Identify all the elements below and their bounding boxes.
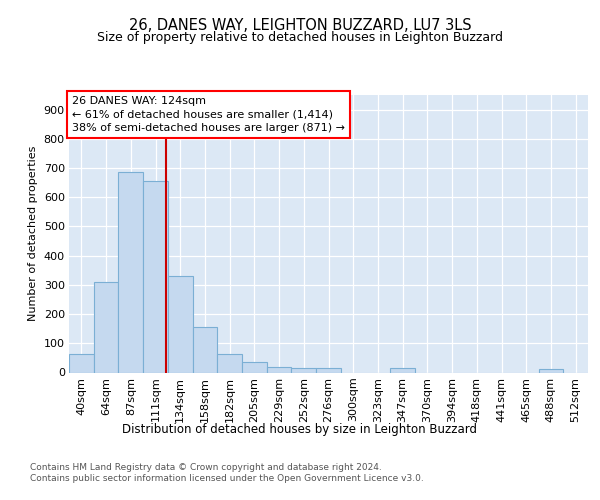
Text: 26 DANES WAY: 124sqm
← 61% of detached houses are smaller (1,414)
38% of semi-de: 26 DANES WAY: 124sqm ← 61% of detached h…	[71, 96, 344, 133]
Bar	[292, 368, 316, 372]
Bar	[242, 362, 267, 372]
Bar	[143, 181, 168, 372]
Text: Distribution of detached houses by size in Leighton Buzzard: Distribution of detached houses by size …	[122, 422, 478, 436]
Bar	[69, 354, 94, 372]
Text: Size of property relative to detached houses in Leighton Buzzard: Size of property relative to detached ho…	[97, 31, 503, 44]
Bar	[118, 172, 143, 372]
Bar	[539, 369, 563, 372]
Bar	[94, 282, 118, 372]
Bar	[267, 367, 292, 372]
Text: 26, DANES WAY, LEIGHTON BUZZARD, LU7 3LS: 26, DANES WAY, LEIGHTON BUZZARD, LU7 3LS	[128, 18, 472, 32]
Bar	[390, 368, 415, 372]
Bar	[316, 368, 341, 372]
Bar	[217, 354, 242, 372]
Bar	[193, 327, 217, 372]
Y-axis label: Number of detached properties: Number of detached properties	[28, 146, 38, 322]
Bar	[168, 276, 193, 372]
Text: Contains HM Land Registry data © Crown copyright and database right 2024.
Contai: Contains HM Land Registry data © Crown c…	[30, 462, 424, 483]
